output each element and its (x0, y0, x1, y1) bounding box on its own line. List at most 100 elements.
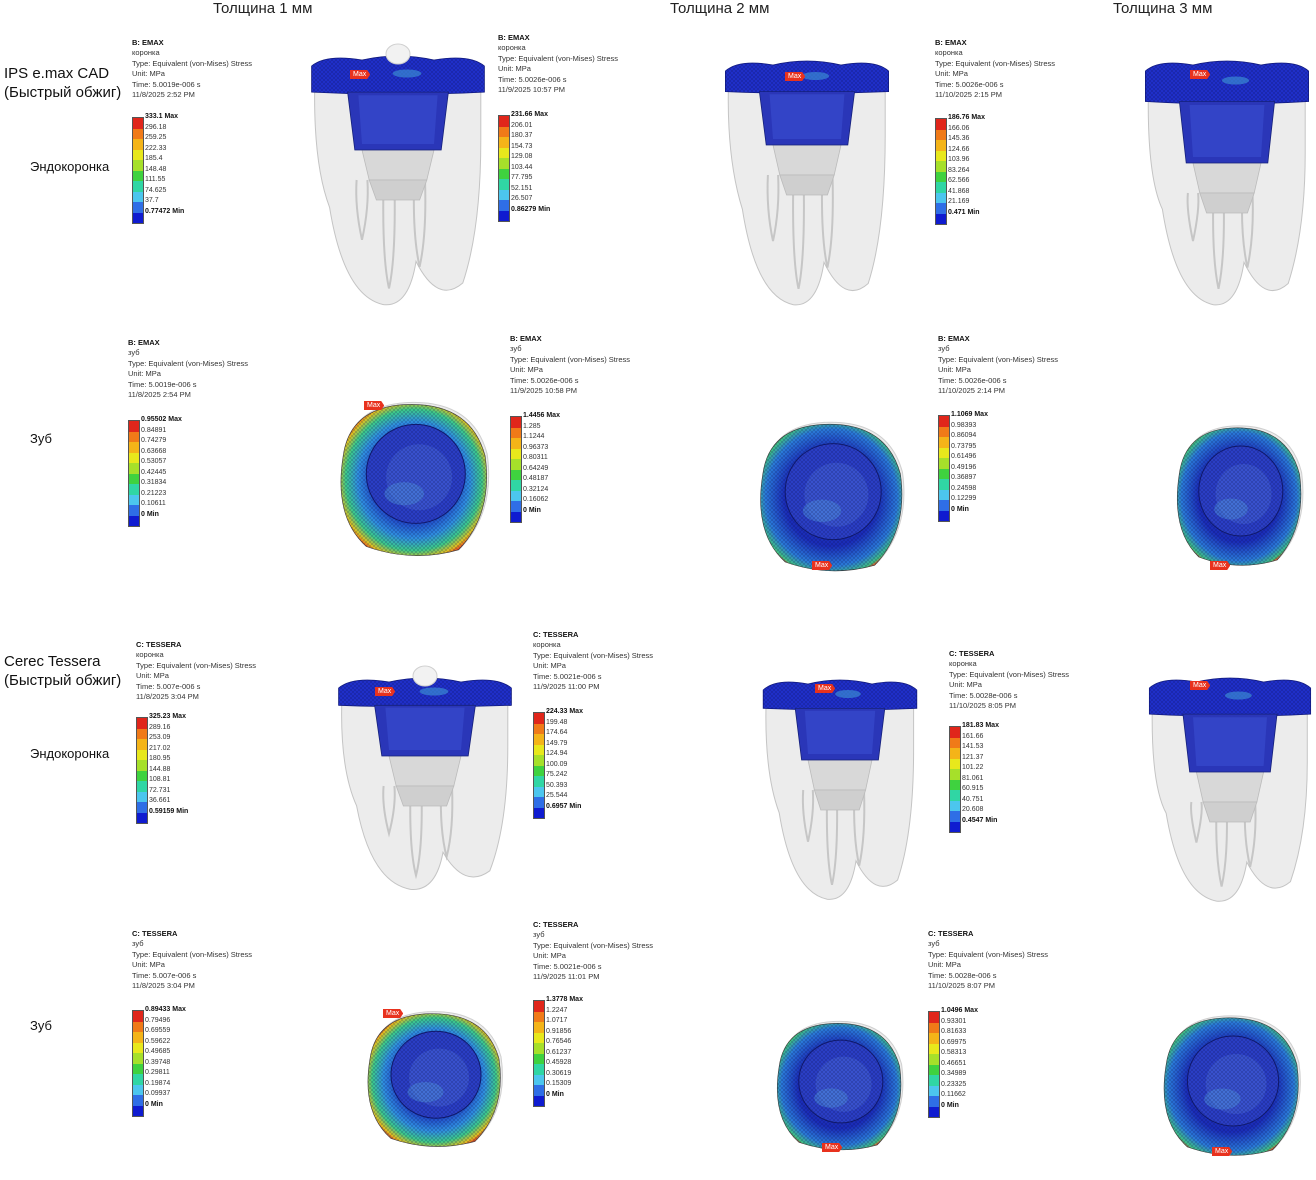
legend-value: 77.795 (511, 174, 533, 181)
legend-color-scale (132, 117, 144, 224)
legend-color-swatch (534, 776, 544, 787)
legend-value: 0.73795 (951, 442, 977, 450)
result-info-6: B: EMAX зуб Type: Equivalent (von-Mises) S… (938, 334, 1058, 396)
legend-min-value: 0.86279 Min (511, 205, 551, 213)
endocrown-model-1 (308, 40, 488, 315)
endocrown-model-3 (1142, 45, 1312, 315)
legend-max-value: 1.3778 Max (546, 996, 583, 1003)
legend-color-swatch (499, 210, 509, 221)
info-date: 11/10/2025 8:05 PM (949, 701, 1016, 711)
info-date: 11/9/2025 11:00 PM (533, 682, 600, 692)
legend-color-swatch (511, 438, 521, 449)
info-title: B: EMAX (938, 334, 970, 343)
column-header-2mm: Толщина 2 мм (670, 0, 770, 17)
legend-color-swatch (534, 1022, 544, 1033)
max-stress-marker: Max (364, 401, 385, 410)
legend-value: 0.49685 (145, 1048, 171, 1055)
legend-value: 21.169 (948, 198, 970, 205)
root-canal (1212, 192, 1225, 290)
legend-value: 75.242 (546, 771, 568, 778)
legend-color-scale (136, 717, 148, 824)
legend-color-swatch (950, 737, 960, 748)
tooth-mesh (760, 424, 902, 571)
legend-color-swatch (137, 791, 147, 802)
tooth-stress-model-3 (1168, 422, 1308, 577)
root-canal (412, 179, 427, 268)
legend-color-swatch (939, 500, 949, 511)
legend-value: 124.94 (546, 750, 568, 757)
legend-value: 0.30619 (546, 1069, 572, 1077)
legend-color-swatch (950, 811, 960, 822)
info-time: Time: 5.0019e-006 s (128, 379, 197, 389)
root-canal (853, 789, 866, 866)
material-label-emax: IPS e.max CAD (Быстрый обжиг) (4, 65, 122, 101)
legend-color-swatch (133, 1021, 143, 1032)
info-date: 11/9/2025 10:58 PM (510, 386, 577, 396)
legend-color-swatch (129, 463, 139, 474)
legend-color-swatch (129, 505, 139, 516)
info-date: 11/9/2025 11:01 PM (533, 972, 600, 982)
root-canal (382, 785, 396, 838)
legend-value: 111.55 (145, 176, 166, 183)
legend-value: 0.53057 (141, 458, 167, 465)
legend-value: 100.09 (546, 760, 568, 768)
max-stress-marker: Max (375, 687, 396, 696)
info-time: Time: 5.0026e-006 s (498, 74, 567, 84)
info-title: B: EMAX (510, 334, 542, 343)
legend-color-swatch (929, 1054, 939, 1065)
info-type: Type: Equivalent (von-Mises) Stress (128, 358, 249, 368)
core-base (1195, 771, 1265, 803)
endocrown-model-5 (760, 664, 920, 909)
info-type: Type: Equivalent (von-Mises) Stress (132, 58, 253, 68)
legend-color-swatch (133, 1053, 143, 1064)
legend-color-swatch (133, 1074, 143, 1085)
stress-spot (392, 69, 422, 78)
legend-color-swatch (499, 126, 509, 137)
legend-value: 148.48 (145, 165, 167, 173)
legend-max-value: 1.1069 Max (951, 411, 988, 418)
legend-value: 0.86094 (951, 432, 977, 439)
info-time: Time: 5.0026e-006 s (935, 79, 1004, 89)
legend-value: 0.81633 (941, 1028, 967, 1035)
legend-min-value: 0 Min (941, 1101, 959, 1109)
info-type: Type: Equivalent (von-Mises) Stress (498, 53, 619, 63)
result-info-9: C: TESSERA коронка Type: Equivalent (von-M… (949, 649, 1069, 711)
max-stress-marker: Max (350, 70, 371, 79)
legend-value: 52.151 (511, 184, 533, 192)
legend-value: 185.4 (145, 155, 163, 162)
legend-value: 0.31834 (141, 479, 167, 486)
legend-color-swatch (939, 510, 949, 521)
legend-color-swatch (939, 479, 949, 490)
legend-value: 121.37 (962, 753, 984, 761)
legend-value: 0.15309 (546, 1080, 572, 1087)
info-unit: Unit: MPa (136, 671, 169, 681)
info-part: коронка (136, 650, 164, 660)
max-stress-marker: Max (1190, 70, 1211, 79)
root-canal (801, 789, 815, 842)
load-indenter (412, 665, 438, 687)
info-type: Type: Equivalent (von-Mises) Stress (935, 58, 1056, 68)
endocrown-model-6 (1146, 662, 1314, 911)
info-date: 11/8/2025 3:04 PM (136, 692, 199, 702)
legend-value: 1.2247 (546, 1006, 568, 1014)
legend-value: 1.1244 (523, 433, 545, 440)
legend-color-swatch (534, 1074, 544, 1085)
legend-value: 180.95 (149, 755, 171, 762)
info-title: C: TESSERA (132, 929, 178, 938)
legend-color-swatch (950, 758, 960, 769)
legend-min-value: 0 Min (145, 1100, 163, 1108)
info-type: Type: Equivalent (von-Mises) Stress (533, 650, 654, 660)
info-part: зуб (928, 939, 940, 949)
crown-stem-highlight (769, 94, 845, 139)
legend-value: 289.16 (149, 723, 171, 731)
legend-value: 72.731 (149, 786, 171, 794)
legend-color-swatch (534, 755, 544, 766)
legend-color-scale (935, 118, 947, 225)
stress-spot (1224, 691, 1252, 700)
legend-value: 50.393 (546, 781, 568, 789)
legend-value: 0.93301 (941, 1017, 967, 1025)
legend-value: 103.44 (511, 163, 533, 171)
legend-value: 0.91856 (546, 1027, 572, 1035)
root-canal (1240, 192, 1254, 268)
legend-color-swatch (511, 459, 521, 470)
